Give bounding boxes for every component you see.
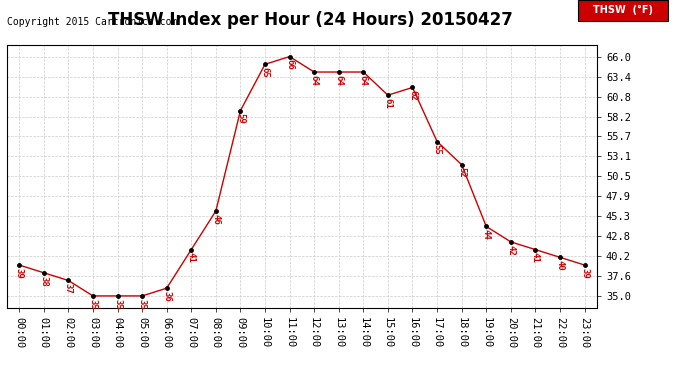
Text: 65: 65 [261, 67, 270, 78]
Text: 35: 35 [88, 299, 97, 309]
Text: 64: 64 [359, 75, 368, 86]
Text: 55: 55 [433, 144, 442, 155]
Text: 41: 41 [187, 252, 196, 263]
Text: THSW Index per Hour (24 Hours) 20150427: THSW Index per Hour (24 Hours) 20150427 [108, 11, 513, 29]
Text: 64: 64 [334, 75, 343, 86]
Text: 46: 46 [211, 214, 220, 225]
Text: 42: 42 [506, 244, 515, 255]
Text: THSW  (°F): THSW (°F) [593, 5, 653, 15]
Text: 62: 62 [408, 90, 417, 101]
Text: 39: 39 [580, 268, 589, 279]
Text: 44: 44 [482, 229, 491, 240]
Text: 39: 39 [14, 268, 23, 279]
Text: 66: 66 [285, 59, 294, 70]
Text: 35: 35 [137, 299, 146, 309]
Text: 52: 52 [457, 168, 466, 178]
Text: 38: 38 [39, 276, 48, 286]
Text: Copyright 2015 Cartronics.com: Copyright 2015 Cartronics.com [7, 17, 177, 27]
Text: 59: 59 [236, 113, 245, 124]
Text: 41: 41 [531, 252, 540, 263]
Text: 40: 40 [555, 260, 564, 271]
Text: 61: 61 [384, 98, 393, 109]
Text: 36: 36 [162, 291, 171, 302]
Text: 37: 37 [64, 283, 73, 294]
Text: 35: 35 [113, 299, 122, 309]
Text: 64: 64 [310, 75, 319, 86]
